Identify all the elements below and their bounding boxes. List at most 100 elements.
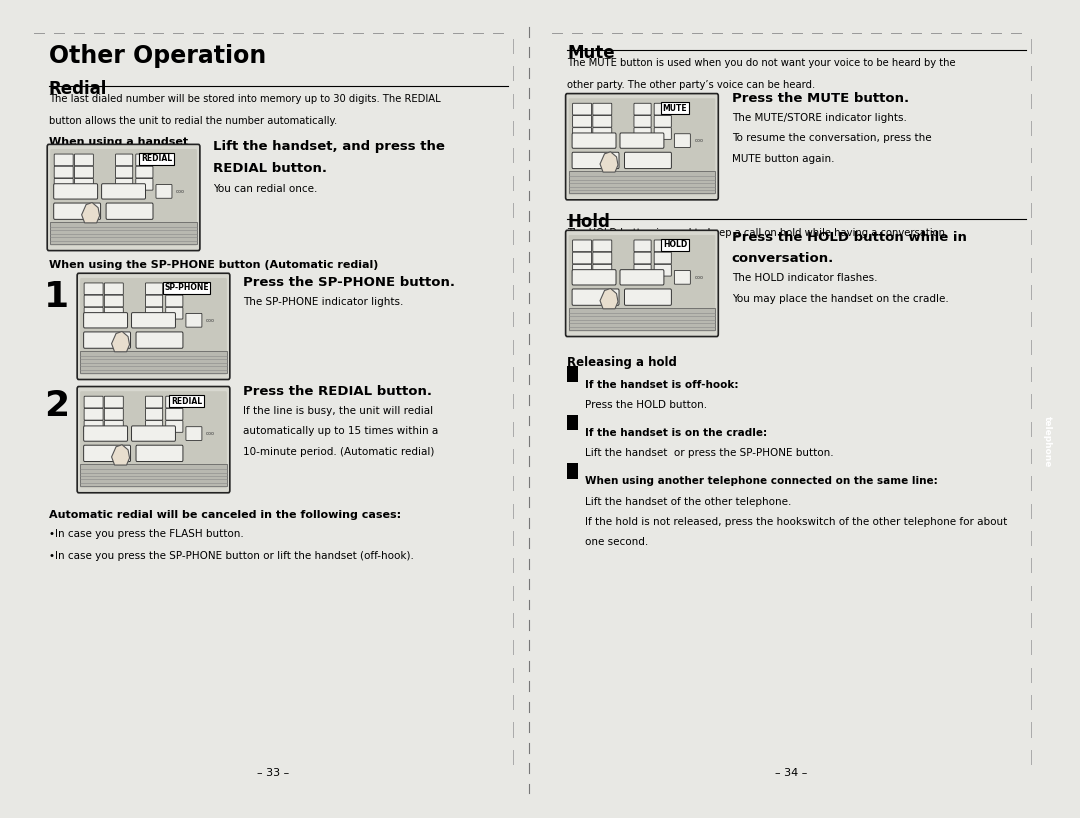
FancyBboxPatch shape [77, 273, 230, 380]
Text: Automatic redial will be canceled in the following cases:: Automatic redial will be canceled in the… [49, 510, 401, 520]
FancyBboxPatch shape [593, 128, 611, 139]
Polygon shape [111, 445, 130, 465]
FancyBboxPatch shape [634, 252, 651, 264]
Polygon shape [82, 203, 99, 222]
FancyBboxPatch shape [105, 396, 123, 408]
FancyBboxPatch shape [105, 295, 123, 307]
Text: REDIAL: REDIAL [171, 397, 202, 406]
Text: Press the REDIAL button.: Press the REDIAL button. [243, 385, 432, 398]
Text: The HOLD button is used to keep a call on hold while having a conversation.: The HOLD button is used to keep a call o… [567, 228, 948, 238]
Text: telephone: telephone [1042, 416, 1052, 467]
FancyBboxPatch shape [84, 420, 103, 432]
FancyBboxPatch shape [186, 313, 202, 327]
Text: If the line is busy, the unit will redial: If the line is busy, the unit will redia… [243, 406, 433, 416]
Text: The MUTE button is used when you do not want your voice to be heard by the: The MUTE button is used when you do not … [567, 58, 956, 69]
FancyBboxPatch shape [654, 252, 672, 264]
FancyBboxPatch shape [136, 178, 153, 190]
FancyBboxPatch shape [568, 98, 715, 196]
FancyBboxPatch shape [84, 283, 103, 294]
FancyBboxPatch shape [75, 154, 93, 166]
Text: MUTE button again.: MUTE button again. [732, 154, 834, 164]
FancyBboxPatch shape [75, 166, 93, 178]
Text: REDIAL button.: REDIAL button. [214, 162, 327, 175]
FancyBboxPatch shape [54, 154, 73, 166]
FancyBboxPatch shape [593, 252, 611, 264]
FancyBboxPatch shape [674, 271, 690, 284]
Text: Lift the handset  or press the SP-PHONE button.: Lift the handset or press the SP-PHONE b… [584, 448, 833, 458]
Text: •In case you press the SP-PHONE button or lift the handset (off-hook).: •In case you press the SP-PHONE button o… [49, 551, 414, 561]
FancyBboxPatch shape [146, 396, 163, 408]
FancyBboxPatch shape [654, 264, 672, 276]
Text: other party. The other party’s voice can be heard.: other party. The other party’s voice can… [567, 80, 815, 90]
FancyBboxPatch shape [165, 295, 183, 307]
FancyBboxPatch shape [80, 278, 227, 375]
Text: button allows the unit to redial the number automatically.: button allows the unit to redial the num… [49, 116, 337, 126]
FancyBboxPatch shape [568, 171, 715, 193]
FancyBboxPatch shape [654, 240, 672, 252]
FancyBboxPatch shape [572, 133, 616, 148]
Text: ooo: ooo [694, 138, 703, 143]
Text: Other Operation: Other Operation [49, 43, 266, 68]
Text: Lift the handset of the other telephone.: Lift the handset of the other telephone. [584, 497, 791, 506]
FancyBboxPatch shape [567, 415, 578, 430]
Text: 2: 2 [43, 389, 69, 423]
FancyBboxPatch shape [105, 420, 123, 432]
FancyBboxPatch shape [80, 464, 227, 487]
FancyBboxPatch shape [572, 289, 619, 305]
Text: ooo: ooo [694, 275, 703, 280]
FancyBboxPatch shape [568, 235, 715, 332]
FancyBboxPatch shape [83, 445, 131, 461]
Text: You may place the handset on the cradle.: You may place the handset on the cradle. [732, 294, 948, 303]
FancyBboxPatch shape [102, 184, 146, 199]
FancyBboxPatch shape [84, 308, 103, 319]
FancyBboxPatch shape [132, 426, 175, 441]
FancyBboxPatch shape [634, 115, 651, 127]
FancyBboxPatch shape [572, 264, 592, 276]
FancyBboxPatch shape [624, 289, 672, 305]
FancyBboxPatch shape [572, 115, 592, 127]
Text: automatically up to 15 times within a: automatically up to 15 times within a [243, 426, 438, 436]
Text: Press the MUTE button.: Press the MUTE button. [732, 92, 909, 105]
Polygon shape [111, 331, 130, 352]
FancyBboxPatch shape [566, 231, 718, 336]
Polygon shape [600, 289, 618, 309]
Text: one second.: one second. [584, 537, 648, 547]
FancyBboxPatch shape [146, 283, 163, 294]
FancyBboxPatch shape [567, 366, 578, 382]
FancyBboxPatch shape [572, 252, 592, 264]
FancyBboxPatch shape [84, 408, 103, 420]
Text: Press the HOLD button.: Press the HOLD button. [584, 400, 706, 410]
FancyBboxPatch shape [165, 420, 183, 432]
FancyBboxPatch shape [83, 312, 127, 328]
FancyBboxPatch shape [146, 408, 163, 420]
FancyBboxPatch shape [50, 222, 197, 245]
FancyBboxPatch shape [50, 149, 197, 246]
FancyBboxPatch shape [568, 308, 715, 330]
FancyBboxPatch shape [146, 420, 163, 432]
Text: Press the HOLD button while in: Press the HOLD button while in [732, 231, 967, 244]
Text: If the handset is off-hook:: If the handset is off-hook: [584, 380, 738, 389]
FancyBboxPatch shape [84, 295, 103, 307]
FancyBboxPatch shape [84, 396, 103, 408]
Text: When using the SP-PHONE button (Automatic redial): When using the SP-PHONE button (Automati… [49, 260, 378, 270]
FancyBboxPatch shape [186, 427, 202, 440]
FancyBboxPatch shape [654, 115, 672, 127]
Text: – 34 –: – 34 – [775, 768, 808, 778]
FancyBboxPatch shape [654, 103, 672, 115]
FancyBboxPatch shape [105, 308, 123, 319]
Text: SP-PHONE: SP-PHONE [164, 283, 208, 292]
Text: 10-minute period. (Automatic redial): 10-minute period. (Automatic redial) [243, 447, 434, 456]
FancyBboxPatch shape [83, 332, 131, 348]
Text: Hold: Hold [567, 213, 610, 231]
FancyBboxPatch shape [54, 178, 73, 190]
Text: ooo: ooo [206, 431, 215, 436]
FancyBboxPatch shape [116, 154, 133, 166]
FancyBboxPatch shape [116, 166, 133, 178]
FancyBboxPatch shape [165, 396, 183, 408]
FancyBboxPatch shape [136, 166, 153, 178]
FancyBboxPatch shape [75, 178, 93, 190]
FancyBboxPatch shape [620, 270, 664, 285]
FancyBboxPatch shape [572, 103, 592, 115]
FancyBboxPatch shape [146, 308, 163, 319]
FancyBboxPatch shape [634, 240, 651, 252]
